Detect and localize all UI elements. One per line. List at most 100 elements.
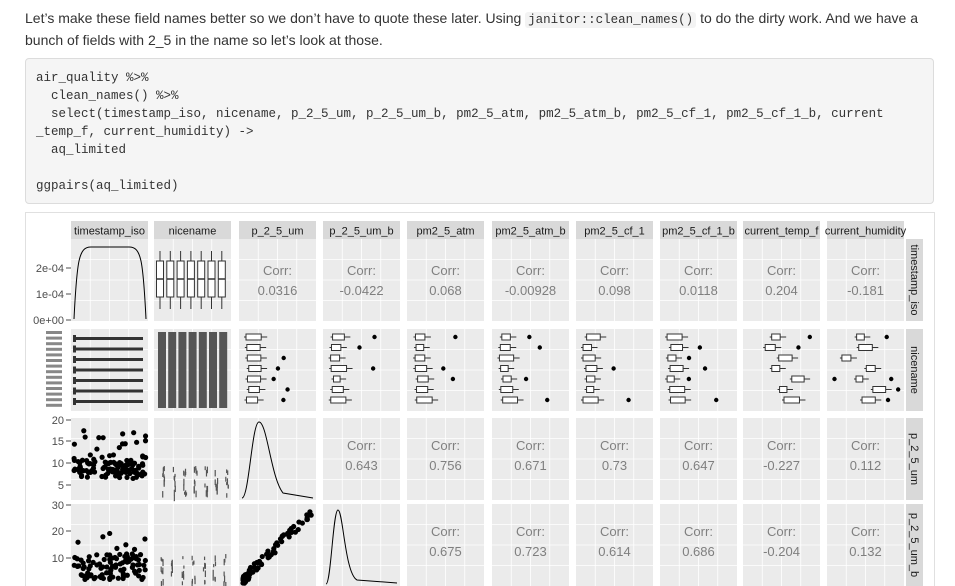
outlier-point [545,397,550,403]
scatter-point [130,475,136,482]
strip-mark [161,558,163,562]
scatter-point [124,457,130,464]
scatter-point [123,469,129,476]
boxplot-box [330,396,347,404]
strip-mark [170,571,173,577]
corr-label: Corr: [347,263,376,278]
outlier-point [527,334,532,340]
scatter-point [100,435,106,441]
strip-mark [192,561,194,566]
row-header: p_2_5_um_b [908,513,920,577]
y-tick-label-cluster [46,403,62,407]
boxplot-box [498,354,515,362]
boxplot-box [499,344,511,351]
strip-mark [162,578,164,586]
scatter-point [100,534,106,540]
row-strip [906,418,923,500]
boxplot-box [332,333,345,341]
strip-mark [184,468,187,473]
strip-mark [226,482,228,486]
column-strip [827,221,904,240]
intro-text-after: to do the dirty work. And we have a bunc… [25,10,918,48]
corr-value: 0.112 [850,458,882,473]
strip-mark [204,562,206,569]
boxplot-box [414,354,426,362]
outlier-point [832,376,837,382]
boxplot-box [248,365,262,372]
boxplot-box [841,354,852,362]
scatter-point [128,457,134,464]
strip-mark [185,472,187,476]
strip-mark [204,483,206,488]
scatter-point [242,577,248,583]
scatter-point [117,551,123,558]
strip-mark [183,484,185,491]
scatter-point [255,565,261,571]
scatter-point [111,469,117,475]
y-tick-label: 5 [58,480,64,492]
scatter-point [288,525,294,532]
boxplot-box [245,396,259,404]
boxplot-box [245,333,262,341]
outlier-point [714,397,719,403]
scatter-point [94,446,100,452]
strip-mark [206,466,208,474]
outlier-point [796,345,801,350]
strip-mark [204,466,206,471]
scatter-point [75,539,81,545]
scatter-point [118,460,124,467]
scatter-point [101,464,107,470]
strip-mark [216,478,219,485]
scatter-point [132,467,138,473]
corr-value: 0.671 [514,458,547,473]
corr-label: Corr: [516,263,545,278]
strip-mark [225,582,227,586]
strip-mark [195,468,197,474]
scatter-point [111,459,117,465]
boxplot-box [248,386,260,393]
strip-mark [182,570,185,575]
boxplot-box [669,365,684,372]
boxplot-box [586,333,601,341]
scatter-point [117,561,123,567]
scatter-point [86,554,92,560]
strip-mark [214,555,216,562]
corr-value: 0.647 [682,458,715,473]
strip-mark [195,466,197,471]
strip-mark [214,561,217,567]
outlier-point [281,355,286,361]
scatter-point [102,459,108,465]
boxplot-box [858,344,873,351]
density-curve [325,509,398,585]
boxplot-box [670,344,684,351]
scatter-point [247,571,253,577]
strip-mark [225,554,227,559]
strip-mark [193,560,195,565]
scatter-point [78,572,84,578]
corr-label: Corr: [516,438,545,453]
corr-label: Corr: [684,438,713,453]
intro-text-before: Let’s make these field names better so w… [25,10,526,26]
strip-mark [182,573,184,578]
scatter-point [100,564,106,570]
scatter-point [139,576,145,582]
outlier-point [357,345,362,350]
boxplot-box [778,354,793,362]
column-strip [660,221,737,240]
scatter-point [131,546,138,552]
intro-inline-code: janitor::clean_names() [525,12,697,28]
scatter-point [72,554,78,561]
strip-mark [182,556,184,560]
y-tick-label-cluster [46,336,62,340]
boxplot-box [667,354,677,362]
outlier-point [626,397,631,403]
boxplot-box [771,365,781,372]
corr-label: Corr: [263,263,292,278]
outlier-point [271,376,276,382]
boxplot-box [872,386,887,393]
column-strip [323,221,400,240]
strip-mark [183,470,185,476]
corr-value: -0.00928 [505,283,556,298]
scatter-point [265,548,271,554]
y-tick-label: 0e+00 [33,315,64,327]
